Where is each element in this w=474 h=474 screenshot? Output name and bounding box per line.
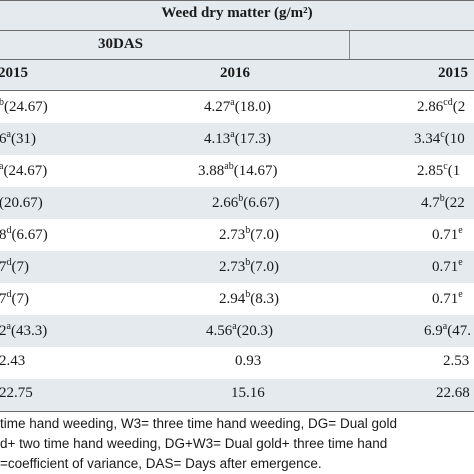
table-cell: 4.13a(17.3) [204,129,271,147]
table-cell: 7d(7) [0,289,29,307]
table-cell: 22.75 [0,385,33,401]
table-cell: 15.16 [231,385,265,401]
table-title-band [0,0,474,31]
das-column-divider [349,31,350,59]
table-cell: (20.67) [0,195,43,211]
table-bottom-border [0,411,474,412]
table-cell: 0.71e [432,225,463,243]
table-cell: 2.53 [443,353,470,369]
table-cell: 2.86cd(2 [417,97,466,115]
das-header-band [0,31,474,59]
table-cell: b(24.67) [0,97,48,115]
table-row-stripe [0,251,474,283]
table-cell: 7d(7) [0,257,29,275]
table-cell: 2.66b(6.67) [212,193,280,211]
table-cell: 4.27a(18.0) [204,97,271,115]
table-cell: 0.93 [235,353,262,369]
table-cell: 8d(6.67) [0,225,48,243]
das-label: 30DAS [98,36,144,52]
table-row-stripe [0,379,474,411]
table-cell: 6.9a(47. [424,321,471,339]
year-header-band [0,60,474,90]
table-cell: a(24.67) [0,161,48,179]
header-divider [0,90,474,91]
footnote-line-2: d+ two time hand weeding, DG+W3= Dual go… [0,436,388,451]
table-cell: 6a(31) [0,129,36,147]
year-header-3: 2015 [438,65,468,81]
footnote-line-3: =coefficient of variance, DAS= Days afte… [0,456,322,471]
footnote-line-1: time hand weeding, W3= three time hand w… [0,416,397,431]
table-cell: 22.68 [436,385,470,401]
header-divider [0,30,474,31]
year-header-2: 2016 [220,65,250,81]
table-row-stripe [0,187,474,219]
table-cell: 0.71e [432,289,463,307]
table-row-stripe [0,123,474,155]
table-title: Weed dry matter (g/m²) [161,5,313,21]
table-cell: 0.71e [432,257,463,275]
table-cell: 4.7b(22 [421,193,465,211]
table-cell: 2.73b(7.0) [219,257,279,275]
table-cell: 2.43 [0,353,26,369]
table-cell: 2.94b(8.3) [219,289,279,307]
table-cell: 2.73b(7.0) [219,225,279,243]
table-cell: 2a(43.3) [0,321,48,339]
table-cell: 4.56a(20.3) [206,321,273,339]
table-cell: 2.85c(1 [417,161,461,179]
year-header-1: 2015 [0,65,28,81]
table-cell: 3.34c(10 [414,129,465,147]
table-cell: 3.88ab(14.67) [198,161,278,179]
header-divider [0,59,474,60]
table-row-stripe [0,315,474,347]
